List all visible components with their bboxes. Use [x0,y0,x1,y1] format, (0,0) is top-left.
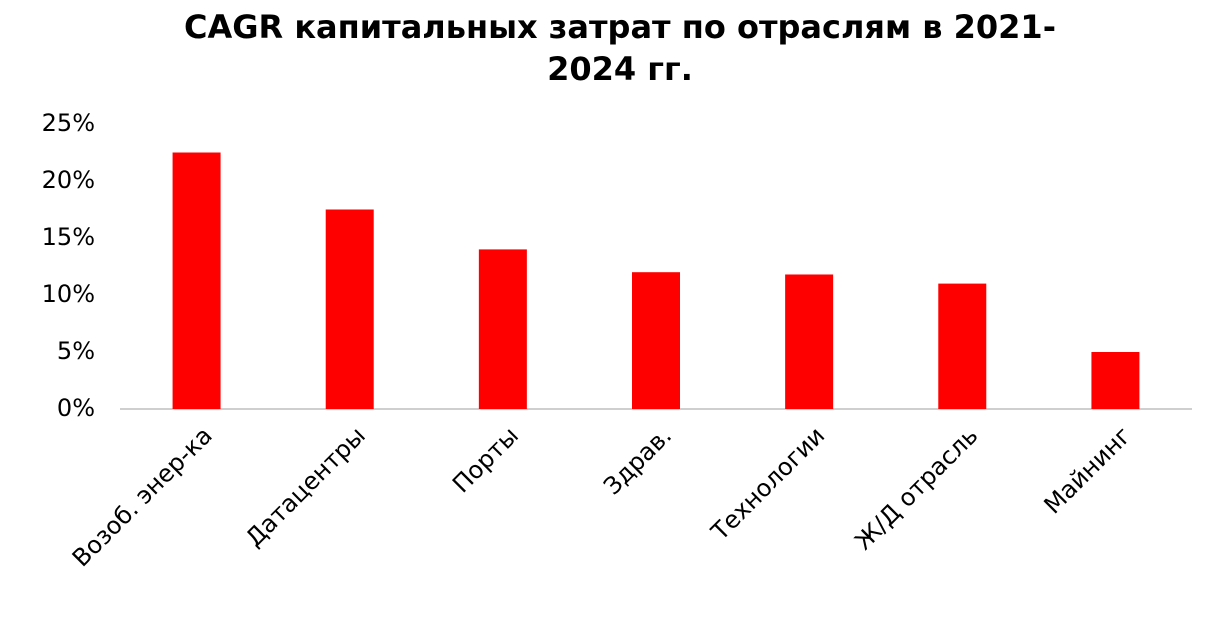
bar [478,249,527,409]
y-tick-label: 0% [57,394,95,422]
y-tick-label: 20% [42,166,95,194]
x-tick-label: Ж/Д отрасль [849,421,983,555]
y-tick-label: 5% [57,337,95,365]
bar [1091,352,1140,409]
bar [325,209,374,409]
y-tick-label: 15% [42,223,95,251]
x-tick-label: Майнинг [1039,421,1137,519]
x-tick-label: Датацентры [240,421,371,552]
chart-title: CAGR капитальных затрат по отраслям в 20… [184,8,1056,88]
bar [172,152,221,409]
bar [785,274,834,409]
y-tick-label: 10% [42,280,95,308]
x-tick-label: Технологии [705,421,830,546]
y-tick-label: 25% [42,109,95,137]
x-tick-label: Возоб. энер-ка [67,421,218,572]
x-tick-label: Здрав. [598,421,677,500]
x-tick-label: Порты [447,421,524,498]
bar [938,283,987,409]
bar [632,272,680,409]
